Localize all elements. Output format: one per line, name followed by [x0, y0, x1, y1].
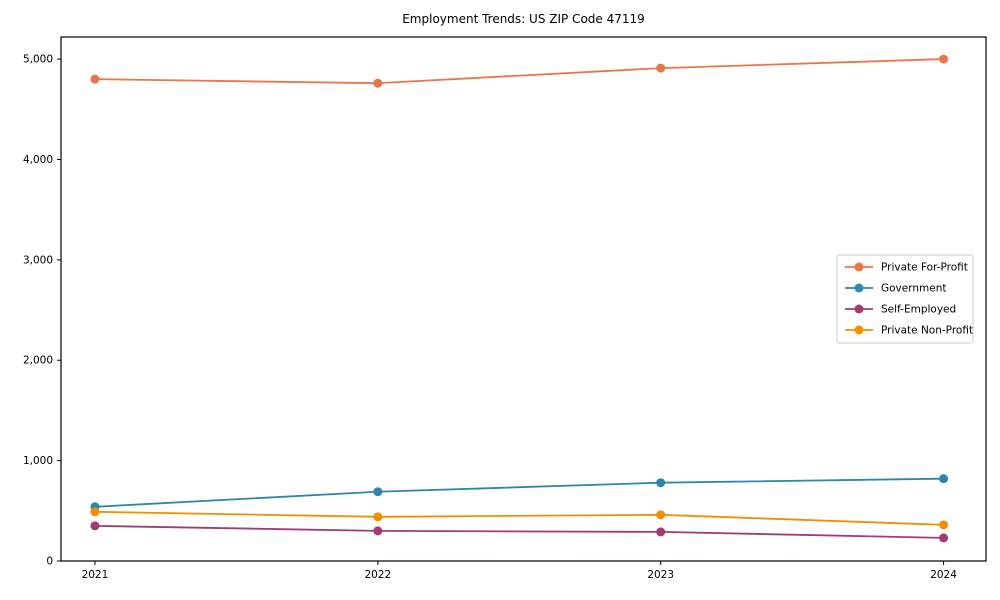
legend-entry-private-non-profit: Private Non-Profit — [845, 325, 973, 337]
chart-title: Employment Trends: US ZIP Code 47119 — [402, 12, 645, 26]
legend-box — [836, 254, 974, 344]
legend-entry-self-employed: Self-Employed — [845, 304, 956, 316]
data-point-private-non-profit — [656, 510, 666, 520]
series-line-government — [94, 477, 944, 508]
legend-label: Self-Employed — [881, 304, 956, 316]
y-tick-label: 0 — [46, 556, 53, 568]
y-tick-label: 2,000 — [23, 355, 53, 367]
data-point-private-non-profit — [373, 512, 383, 522]
data-point-private-for-profit — [656, 63, 666, 73]
x-tick-label: 2023 — [647, 569, 674, 581]
legend-entry-private-for-profit: Private For-Profit — [845, 262, 968, 274]
legend-marker — [854, 283, 864, 293]
x-tick-label: 2024 — [930, 569, 957, 581]
legend-label: Private For-Profit — [881, 262, 968, 274]
data-point-private-for-profit — [373, 78, 383, 88]
plot-border — [60, 36, 987, 562]
data-point-self-employed — [939, 533, 949, 543]
data-point-self-employed — [90, 521, 100, 531]
data-point-government — [939, 474, 949, 484]
data-point-government — [656, 478, 666, 488]
legend: Private For-Profit Government Self-Employe… — [836, 254, 974, 344]
y-tick-label: 1,000 — [23, 455, 53, 467]
data-point-self-employed — [373, 526, 383, 536]
series-line-private-non-profit — [94, 510, 944, 526]
series-line-self-employed — [94, 524, 944, 539]
data-point-private-non-profit — [90, 507, 100, 517]
y-tick-label: 3,000 — [23, 254, 53, 266]
y-tick-label: 5,000 — [23, 54, 53, 66]
legend-marker — [854, 262, 864, 272]
data-point-private-for-profit — [90, 74, 100, 84]
legend-marker — [854, 325, 864, 335]
data-point-self-employed — [656, 527, 666, 537]
legend-label: Private Non-Profit — [881, 325, 973, 337]
x-tick-label: 2021 — [82, 569, 109, 581]
data-point-private-for-profit — [939, 54, 949, 64]
legend-marker — [854, 304, 864, 314]
series-line-private-for-profit — [94, 58, 944, 85]
data-point-private-non-profit — [939, 520, 949, 530]
y-tick-label: 4,000 — [23, 154, 53, 166]
legend-entry-government: Government — [845, 283, 946, 295]
data-point-government — [373, 487, 383, 497]
x-tick-label: 2022 — [364, 569, 391, 581]
legend-label: Government — [881, 283, 946, 295]
